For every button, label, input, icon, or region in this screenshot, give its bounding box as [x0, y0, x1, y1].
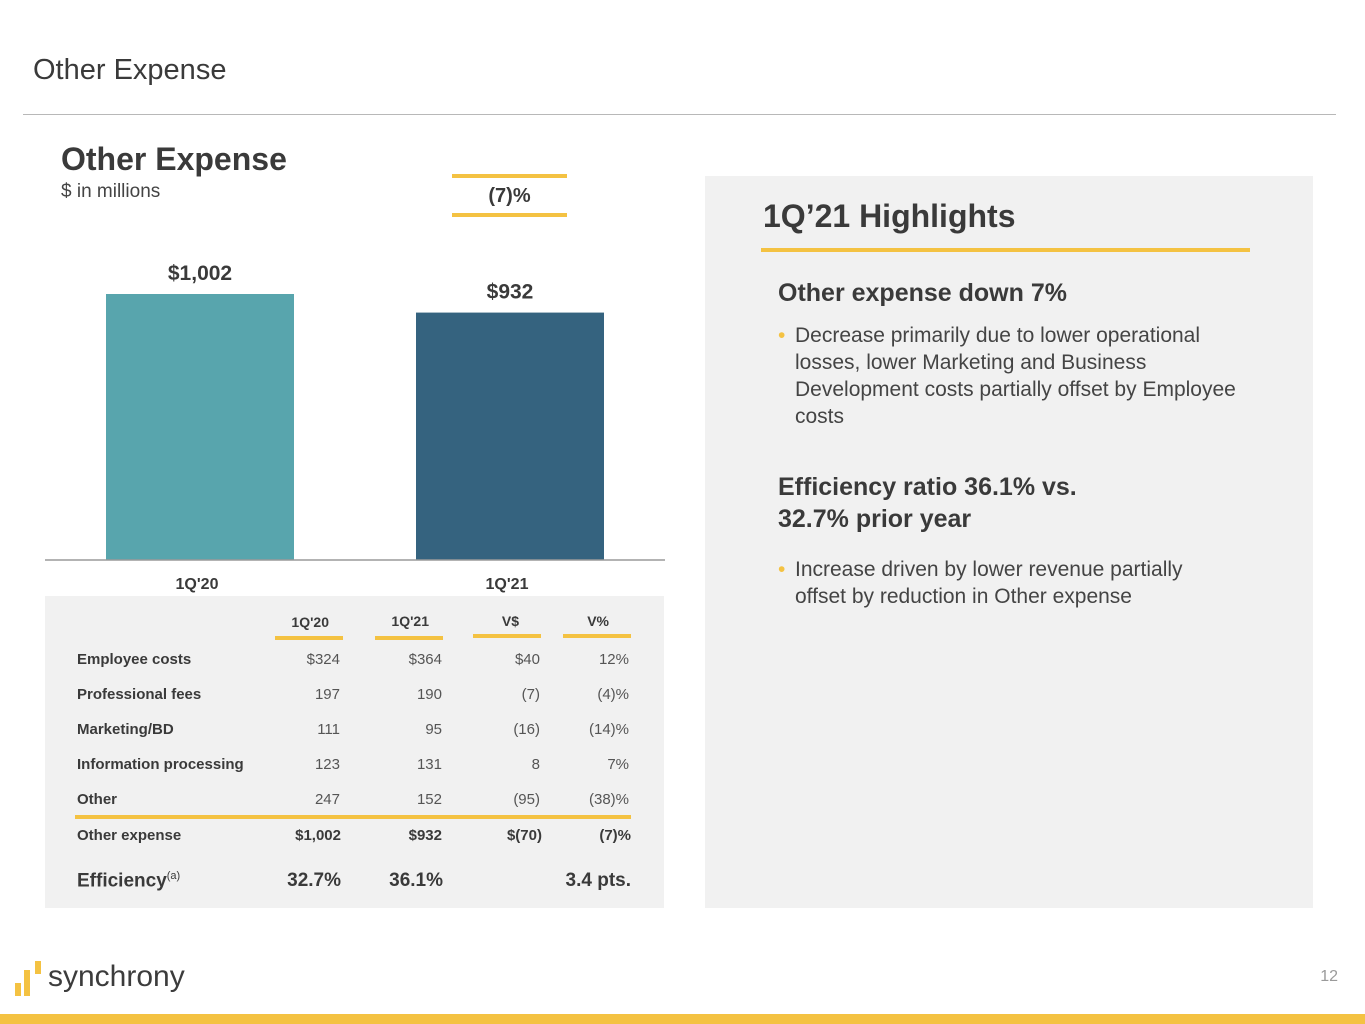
table-total-cell: $(70): [506, 827, 542, 844]
table-header-1q21: 1Q'21: [391, 613, 429, 629]
table-cell: 95: [425, 721, 442, 738]
change-callout: (7)%: [452, 174, 567, 217]
table-header-vpercent: V%: [587, 613, 609, 629]
page-title: Other Expense: [33, 54, 227, 86]
bar-chart: $1,002 1Q'20 $932 1Q'21: [45, 262, 665, 593]
table-cell: 123: [314, 756, 340, 773]
table-cell: 131: [416, 756, 442, 773]
table-cell: 7%: [607, 756, 629, 773]
table-cell: $324: [306, 651, 340, 668]
table-header-underline: [473, 634, 541, 638]
change-callout-bottom-rule: [452, 213, 567, 217]
table-cell: 197: [314, 686, 340, 703]
table-header-underline: [563, 634, 631, 638]
table-total-cell: (7)%: [599, 827, 631, 844]
efficiency-footnote: (a): [166, 870, 181, 882]
change-callout-label: (7)%: [488, 185, 531, 207]
table-header-vdollar: V$: [501, 613, 519, 629]
title-divider: [23, 114, 1336, 115]
table-cell: 12%: [598, 651, 629, 668]
efficiency-cell: 36.1%: [389, 870, 443, 891]
synchrony-logo-mark-icon: synchrony: [15, 960, 185, 996]
table-cell: $40: [514, 651, 540, 668]
table-row-label: Employee costs: [77, 651, 192, 668]
table-row-label: Information processing: [77, 756, 244, 773]
highlights-divider: [761, 248, 1250, 252]
highlight-bullet: • Increase driven by lower revenue parti…: [778, 556, 1235, 610]
table-cell: (38)%: [588, 791, 629, 808]
bar-value-label: $932: [487, 281, 534, 304]
bar-0: [106, 294, 294, 560]
table-total-cell: $1,002: [295, 827, 341, 844]
highlights-panel: 1Q’21 Highlights Other expense down 7% •…: [705, 176, 1313, 908]
x-tick-label: 1Q'21: [486, 576, 529, 593]
logo-wordmark: synchrony: [48, 960, 185, 993]
highlight-heading: Efficiency ratio 36.1% vs. 32.7% prior y…: [778, 473, 1077, 533]
table-cell: $364: [408, 651, 442, 668]
efficiency-cell: 32.7%: [287, 870, 341, 891]
table-row-label: Marketing/BD: [77, 721, 174, 738]
efficiency-label: Efficiency(a): [77, 870, 180, 892]
total-divider: [75, 815, 631, 819]
table-cell: (16): [513, 721, 540, 738]
table-header-1q20: 1Q'20: [291, 614, 329, 630]
table-cell: 190: [416, 686, 442, 703]
bullet-dot-icon: •: [778, 558, 786, 581]
table-cell: (7): [521, 686, 540, 703]
highlight-bullet-text: Increase driven by lower revenue partial…: [795, 558, 1183, 608]
highlight-bullet-text: Decrease primarily due to lower operatio…: [795, 324, 1236, 428]
table-total-label: Other expense: [77, 827, 182, 844]
table-cell: (14)%: [588, 721, 629, 738]
table-cell: 8: [531, 756, 540, 773]
page-number: 12: [1320, 968, 1338, 985]
x-tick-label: 1Q'20: [176, 576, 219, 593]
efficiency-cell: 3.4 pts.: [565, 870, 631, 891]
highlight-bullet: • Decrease primarily due to lower operat…: [778, 322, 1265, 430]
table-header-underline: [275, 636, 343, 640]
table-cell: 111: [317, 721, 340, 738]
change-callout-top-rule: [452, 174, 567, 178]
bar-value-label: $1,002: [168, 262, 232, 285]
table-row-label: Other: [77, 791, 118, 808]
expense-table: 1Q'20 1Q'21 V$ V% Employee costs $324 $3…: [45, 596, 664, 908]
table-cell: 152: [416, 791, 442, 808]
bar-1: [416, 312, 604, 560]
highlight-heading: Other expense down 7%: [778, 279, 1067, 307]
table-cell: 247: [314, 791, 340, 808]
highlights-title: 1Q’21 Highlights: [763, 198, 1016, 234]
chart-subtitle: $ in millions: [61, 181, 161, 202]
table-total-cell: $932: [408, 827, 442, 844]
bottom-brand-strip: [0, 1014, 1365, 1024]
table-row-label: Professional fees: [77, 686, 202, 703]
efficiency-label-text: Efficiency: [77, 870, 167, 892]
bullet-dot-icon: •: [778, 324, 786, 347]
chart-title: Other Expense: [61, 141, 287, 177]
table-cell: (4)%: [597, 686, 629, 703]
synchrony-logo: synchrony: [14, 958, 214, 998]
table-header-underline: [375, 636, 443, 640]
table-cell: (95): [513, 791, 540, 808]
